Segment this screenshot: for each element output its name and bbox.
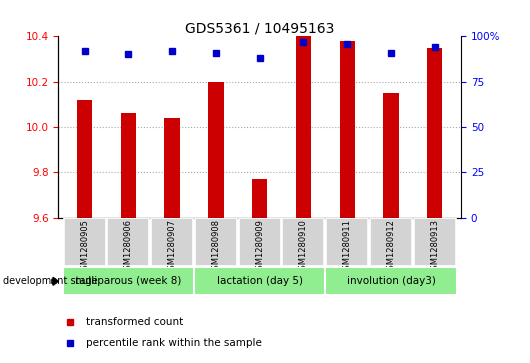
Text: transformed count: transformed count — [86, 317, 184, 327]
Bar — [252, 179, 267, 218]
Text: GSM1280909: GSM1280909 — [255, 219, 264, 275]
Text: lactation (day 5): lactation (day 5) — [217, 276, 303, 286]
Bar — [164, 118, 180, 218]
Bar — [195, 218, 237, 266]
Text: GSM1280911: GSM1280911 — [343, 219, 352, 275]
Text: GSM1280910: GSM1280910 — [299, 219, 308, 275]
Text: percentile rank within the sample: percentile rank within the sample — [86, 338, 262, 347]
Bar — [194, 268, 325, 295]
Bar — [282, 218, 324, 266]
Bar — [151, 218, 193, 266]
Text: involution (day3): involution (day3) — [347, 276, 436, 286]
Title: GDS5361 / 10495163: GDS5361 / 10495163 — [185, 21, 334, 35]
Text: GSM1280912: GSM1280912 — [386, 219, 395, 275]
Bar — [121, 113, 136, 218]
Bar — [325, 268, 457, 295]
Bar — [383, 93, 399, 218]
Text: GSM1280905: GSM1280905 — [80, 219, 89, 275]
Bar — [238, 218, 281, 266]
Text: GSM1280906: GSM1280906 — [124, 219, 133, 275]
FancyArrow shape — [52, 277, 58, 285]
Text: development stage: development stage — [3, 276, 98, 286]
Text: GSM1280908: GSM1280908 — [211, 219, 220, 275]
Bar — [296, 36, 311, 218]
Text: GSM1280913: GSM1280913 — [430, 219, 439, 275]
Bar — [77, 100, 92, 218]
Text: nulliparous (week 8): nulliparous (week 8) — [75, 276, 182, 286]
Bar — [427, 48, 443, 218]
Bar — [108, 218, 149, 266]
Bar — [326, 218, 368, 266]
Bar — [340, 41, 355, 218]
Bar — [63, 268, 194, 295]
Bar — [64, 218, 105, 266]
Bar — [414, 218, 456, 266]
Bar — [208, 82, 224, 218]
Bar — [370, 218, 412, 266]
Text: GSM1280907: GSM1280907 — [167, 219, 176, 275]
